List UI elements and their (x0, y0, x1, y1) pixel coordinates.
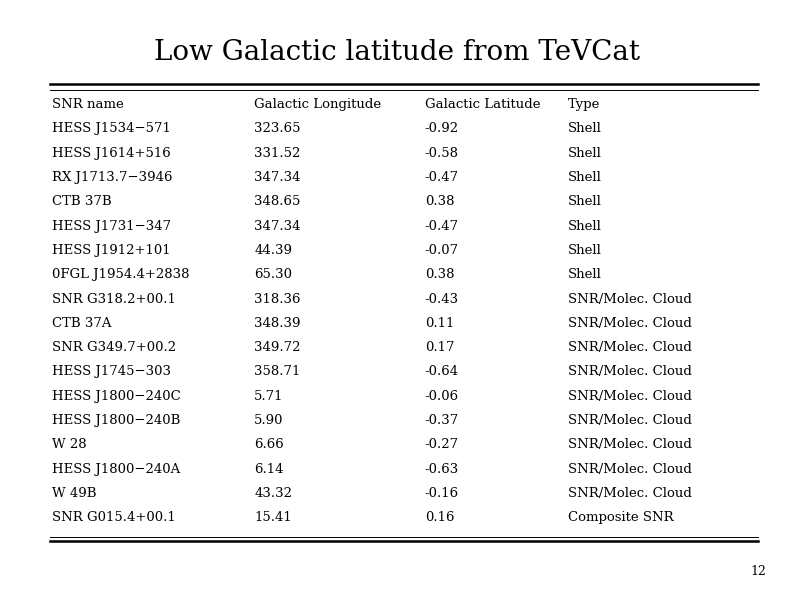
Text: 323.65: 323.65 (254, 123, 301, 136)
Text: 5.71: 5.71 (254, 390, 283, 403)
Text: -0.07: -0.07 (425, 244, 459, 257)
Text: SNR/Molec. Cloud: SNR/Molec. Cloud (568, 293, 692, 306)
Text: CTB 37A: CTB 37A (52, 317, 111, 330)
Text: 0.17: 0.17 (425, 341, 454, 354)
Text: HESS J1800−240C: HESS J1800−240C (52, 390, 180, 403)
Text: 0.38: 0.38 (425, 268, 454, 281)
Text: SNR/Molec. Cloud: SNR/Molec. Cloud (568, 390, 692, 403)
Text: 12: 12 (750, 565, 766, 578)
Text: 348.65: 348.65 (254, 195, 300, 208)
Text: SNR/Molec. Cloud: SNR/Molec. Cloud (568, 317, 692, 330)
Text: -0.47: -0.47 (425, 171, 459, 184)
Text: HESS J1534−571: HESS J1534−571 (52, 123, 171, 136)
Text: SNR G015.4+00.1: SNR G015.4+00.1 (52, 511, 175, 524)
Text: W 49B: W 49B (52, 487, 96, 500)
Text: 347.34: 347.34 (254, 220, 301, 233)
Text: HESS J1800−240A: HESS J1800−240A (52, 463, 180, 475)
Text: 0.11: 0.11 (425, 317, 454, 330)
Text: SNR G349.7+00.2: SNR G349.7+00.2 (52, 341, 175, 354)
Text: 43.32: 43.32 (254, 487, 292, 500)
Text: -0.06: -0.06 (425, 390, 459, 403)
Text: SNR name: SNR name (52, 98, 123, 111)
Text: Composite SNR: Composite SNR (568, 511, 673, 524)
Text: CTB 37B: CTB 37B (52, 195, 111, 208)
Text: Shell: Shell (568, 220, 602, 233)
Text: -0.58: -0.58 (425, 147, 459, 160)
Text: Galactic Longitude: Galactic Longitude (254, 98, 381, 111)
Text: HESS J1800−240B: HESS J1800−240B (52, 414, 180, 427)
Text: 358.71: 358.71 (254, 365, 300, 378)
Text: 347.34: 347.34 (254, 171, 301, 184)
Text: -0.47: -0.47 (425, 220, 459, 233)
Text: SNR/Molec. Cloud: SNR/Molec. Cloud (568, 439, 692, 452)
Text: SNR G318.2+00.1: SNR G318.2+00.1 (52, 293, 175, 306)
Text: Galactic Latitude: Galactic Latitude (425, 98, 540, 111)
Text: Type: Type (568, 98, 600, 111)
Text: -0.37: -0.37 (425, 414, 459, 427)
Text: HESS J1614+516: HESS J1614+516 (52, 147, 171, 160)
Text: SNR/Molec. Cloud: SNR/Molec. Cloud (568, 341, 692, 354)
Text: HESS J1745−303: HESS J1745−303 (52, 365, 171, 378)
Text: Shell: Shell (568, 123, 602, 136)
Text: 0FGL J1954.4+2838: 0FGL J1954.4+2838 (52, 268, 189, 281)
Text: 5.90: 5.90 (254, 414, 283, 427)
Text: 318.36: 318.36 (254, 293, 301, 306)
Text: Low Galactic latitude from TeVCat: Low Galactic latitude from TeVCat (154, 39, 640, 65)
Text: 331.52: 331.52 (254, 147, 300, 160)
Text: -0.27: -0.27 (425, 439, 459, 452)
Text: W 28: W 28 (52, 439, 87, 452)
Text: 0.38: 0.38 (425, 195, 454, 208)
Text: Shell: Shell (568, 195, 602, 208)
Text: SNR/Molec. Cloud: SNR/Molec. Cloud (568, 463, 692, 475)
Text: -0.43: -0.43 (425, 293, 459, 306)
Text: Shell: Shell (568, 171, 602, 184)
Text: 6.14: 6.14 (254, 463, 283, 475)
Text: HESS J1912+101: HESS J1912+101 (52, 244, 170, 257)
Text: 44.39: 44.39 (254, 244, 292, 257)
Text: HESS J1731−347: HESS J1731−347 (52, 220, 171, 233)
Text: -0.63: -0.63 (425, 463, 459, 475)
Text: 65.30: 65.30 (254, 268, 292, 281)
Text: -0.16: -0.16 (425, 487, 459, 500)
Text: SNR/Molec. Cloud: SNR/Molec. Cloud (568, 414, 692, 427)
Text: RX J1713.7−3946: RX J1713.7−3946 (52, 171, 172, 184)
Text: -0.64: -0.64 (425, 365, 459, 378)
Text: -0.92: -0.92 (425, 123, 459, 136)
Text: 349.72: 349.72 (254, 341, 301, 354)
Text: SNR/Molec. Cloud: SNR/Molec. Cloud (568, 487, 692, 500)
Text: Shell: Shell (568, 268, 602, 281)
Text: Shell: Shell (568, 147, 602, 160)
Text: Shell: Shell (568, 244, 602, 257)
Text: 0.16: 0.16 (425, 511, 454, 524)
Text: SNR/Molec. Cloud: SNR/Molec. Cloud (568, 365, 692, 378)
Text: 6.66: 6.66 (254, 439, 283, 452)
Text: 348.39: 348.39 (254, 317, 301, 330)
Text: 15.41: 15.41 (254, 511, 292, 524)
